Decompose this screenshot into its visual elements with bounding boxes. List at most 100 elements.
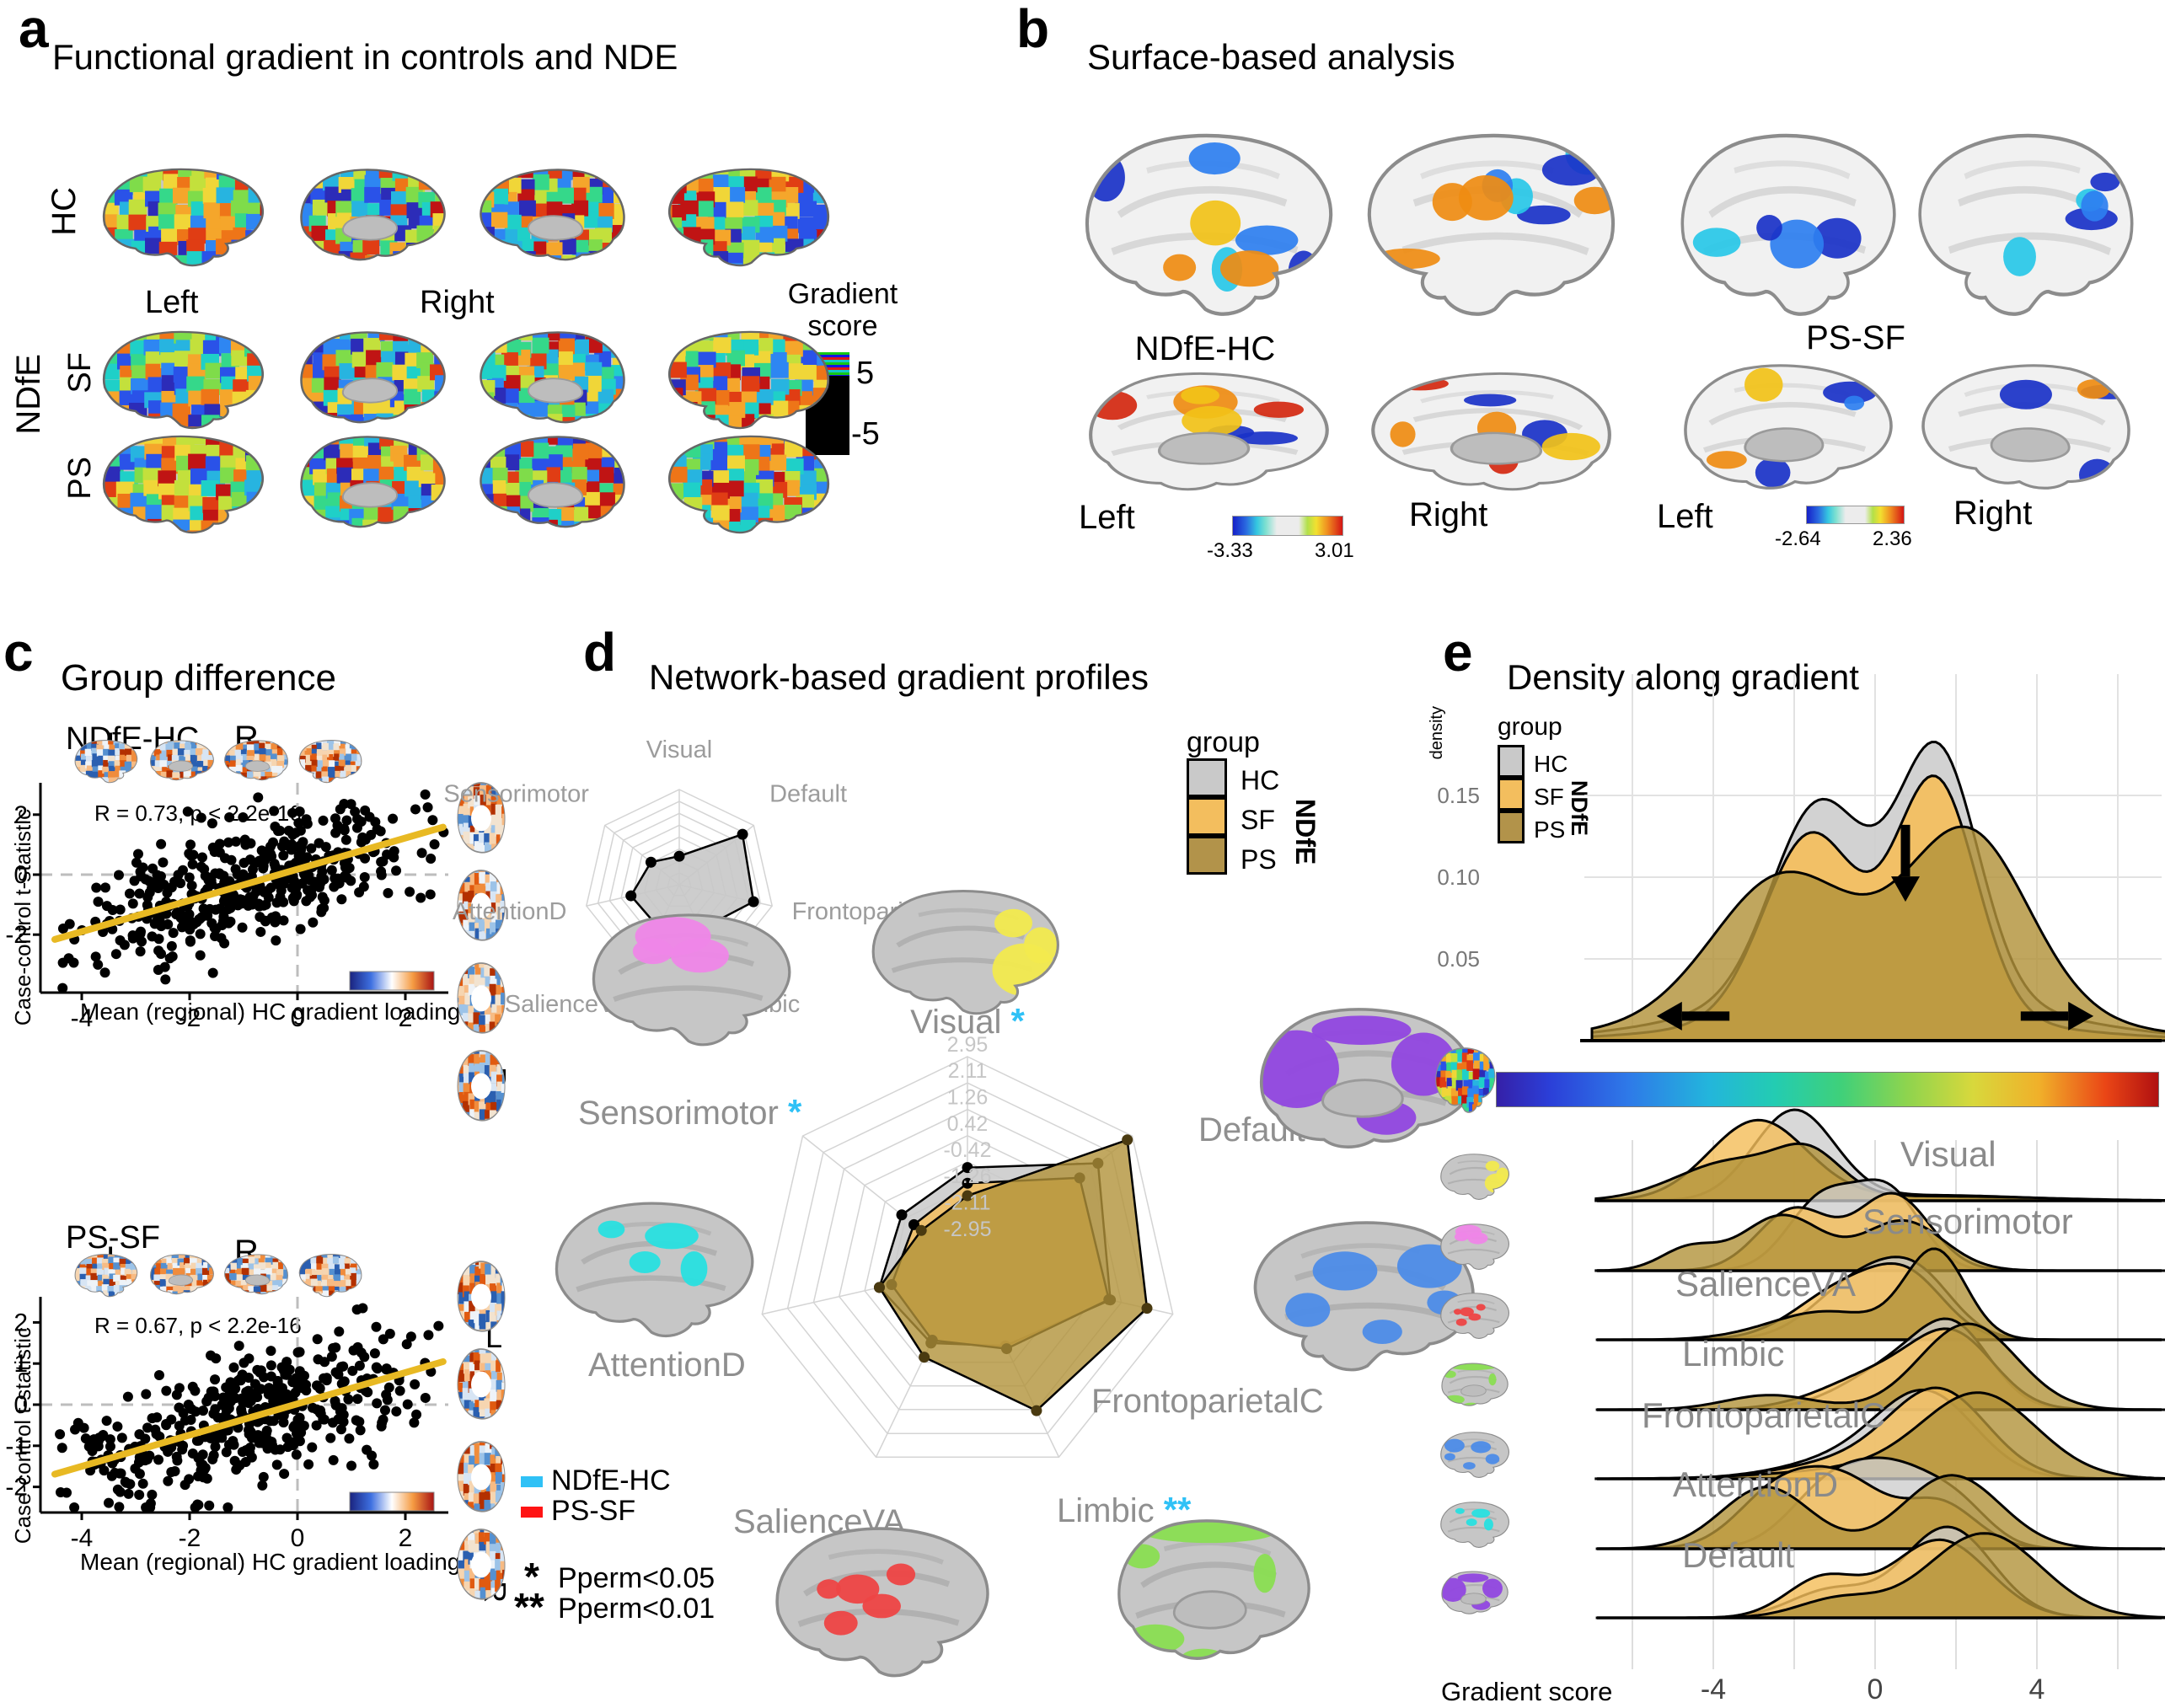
legend-swatch-ps [1187, 836, 1227, 875]
brain-ridge-default [1441, 1571, 1509, 1614]
mini-brain-lat-r [298, 1254, 362, 1298]
scatter-plot-PS-SF: -4 -2 0 2 -2 -1 0 1 2 [5, 1297, 448, 1552]
svg-text:-1.26: -1.26 [944, 1165, 992, 1188]
svg-text:0.42: 0.42 [947, 1112, 989, 1136]
brain-gradient-sf-view1 [300, 331, 446, 424]
panel-b-block2-cbar-min: -2.64 [1775, 527, 1821, 550]
svg-text:-2: -2 [5, 1474, 28, 1502]
brain-gradient-ps-view0 [102, 435, 264, 534]
ridge-row-label-sensorimotor: Sensorimotor [1862, 1202, 2073, 1241]
radar-chart-group-profiles: 2.952.11 1.260.42-0.42 -1.26 -2.11 -2.95 [761, 1033, 1174, 1458]
brain-gradient-ps-view2 [480, 436, 625, 528]
brain-ps-sf-lat-left [1680, 133, 1896, 316]
brain-gradient-hc-view1 [300, 169, 446, 261]
ridge-row-label-default: Default [1682, 1535, 1795, 1575]
panel-e-ytick-010: 0.10 [1437, 865, 1480, 890]
flatmap-inset [457, 1441, 506, 1513]
panel-e-title: Density along gradient [1507, 657, 1859, 697]
panel-a-left-label: Left [145, 285, 199, 320]
radar-axis-label-attentiond: AttentionD [588, 1347, 746, 1384]
ridge-xtick--4: -4 [1700, 1673, 1727, 1705]
panel-a-title: Functional gradient in controls and NDE [52, 37, 678, 77]
mini-brain-med-r [224, 1254, 288, 1295]
brain-ridge-attentiond [1440, 1502, 1509, 1548]
panel-a-colorbar-max: 5 [856, 356, 875, 391]
panel-b-block1-right: Right [1409, 496, 1488, 533]
sig-star-sensorimotor: * [787, 1092, 802, 1132]
svg-text:2.11: 2.11 [948, 1059, 988, 1083]
panel-e-xlabel: Gradient score [1441, 1677, 1613, 1706]
radar-axis-label-frontoparietalc: FrontoparietalC [1091, 1383, 1324, 1420]
svg-text:-2.95: -2.95 [944, 1218, 992, 1241]
mini-brain-med-l [150, 740, 214, 781]
panel-b-contrast-label-ps-sf: PS-SF [1806, 319, 1905, 356]
brain-ndfe-hc-lat-left [1085, 133, 1333, 316]
brain-network-sensorimotor [592, 913, 791, 1047]
brain-ridge-frontoparietalc [1440, 1432, 1509, 1478]
panel-e-ytick-015: 0.15 [1437, 783, 1480, 808]
contrast-label-ndfe-hc: NDfE-HC [551, 1464, 671, 1497]
brain-ps-sf-med-right [1921, 364, 2130, 490]
panel-b-block2-colorbar [1806, 506, 1905, 524]
svg-text:0: 0 [291, 1004, 305, 1032]
brain-gradient-hc-view0 [102, 168, 264, 267]
svg-text:2: 2 [13, 1309, 28, 1336]
svg-text:-2: -2 [179, 1004, 201, 1032]
panel-a-colorbar-title-1: Gradient [787, 278, 898, 310]
sig-note-1: Pperm<0.05 [558, 1562, 715, 1594]
legend-swatch-hc [1187, 758, 1227, 797]
brain-ridge-visual [1440, 1154, 1509, 1200]
panel-c-plot2-label: PS-SF [66, 1220, 160, 1256]
panel-d-title: Network-based gradient profiles [649, 657, 1149, 697]
panel-e-ytick-005: 0.05 [1437, 946, 1480, 972]
ridge-row-label-visual: Visual [1900, 1134, 1996, 1174]
brain-ndfe-hc-lat-right [1367, 133, 1615, 316]
ridge-xtick-0: 0 [1867, 1673, 1884, 1705]
flatmap-inset [457, 1348, 506, 1420]
panel-b-block1-left: Left [1079, 499, 1135, 536]
panel-a-group-label-ndfe: NDfE [10, 354, 47, 435]
brain-ps-sf-lat-right [1918, 133, 2134, 316]
panel-e-legend-title: group [1498, 713, 1562, 741]
panel-c-plot2-xlabel: Mean (regional) HC gradient loading [80, 1549, 461, 1575]
panel-c-title: Group difference [61, 657, 336, 699]
brain-gradient-sf-view3 [668, 330, 830, 430]
sig-star-visual: * [1010, 1001, 1025, 1041]
sig-star-2: ** [514, 1585, 544, 1629]
svg-text:Default: Default [769, 780, 847, 807]
legend-swatch-sf [1187, 797, 1227, 836]
panel-a-right-label: Right [420, 285, 495, 320]
legend-label-sf: SF [1241, 805, 1275, 835]
svg-text:-0.42: -0.42 [944, 1138, 992, 1162]
sig-star-1: * [524, 1555, 539, 1598]
flatmap-inset [457, 1261, 506, 1332]
panel-a-letter: a [19, 0, 49, 59]
mini-brain-med-l [150, 1254, 214, 1295]
brain-network-attention [555, 1202, 754, 1337]
legend-brace-ndfe: NDfE [1290, 799, 1321, 865]
ridgeline-plot-networks [1594, 1108, 2165, 1669]
panel-c-letter: c [3, 622, 34, 683]
ridge-xtick-4: 4 [2028, 1673, 2045, 1705]
panel-b-block2-right: Right [1953, 495, 2033, 532]
panel-e-legend-swatch-sf [1498, 778, 1525, 811]
brain-network-visual [871, 890, 1059, 1015]
svg-text:AttentionD: AttentionD [453, 898, 566, 925]
panel-e-legend-label-sf: SF [1534, 784, 1564, 810]
brain-gradient-hc-view2 [480, 169, 625, 261]
svg-text:1.26: 1.26 [947, 1086, 989, 1110]
svg-text:0: 0 [13, 1391, 28, 1419]
brain-network-default [1259, 1008, 1475, 1148]
panel-e-legend-brace-ndfe: NDfE [1567, 780, 1592, 836]
svg-text:0: 0 [291, 1524, 305, 1552]
svg-text:2.95: 2.95 [947, 1033, 989, 1057]
panel-c-plot1-xlabel: Mean (regional) HC gradient loading [80, 999, 461, 1025]
panel-c-plot2-stats: R = 0.67, p < 2.2e-16 [94, 1313, 302, 1338]
brain-ps-sf-med-left [1684, 364, 1893, 490]
svg-text:0: 0 [13, 861, 28, 889]
svg-text:1: 1 [13, 1350, 28, 1378]
panel-a-colorbar-min: -5 [851, 416, 880, 452]
panel-d-legend-title: group [1187, 726, 1260, 758]
ridge-row-label-limbic: Limbic [1682, 1334, 1785, 1373]
